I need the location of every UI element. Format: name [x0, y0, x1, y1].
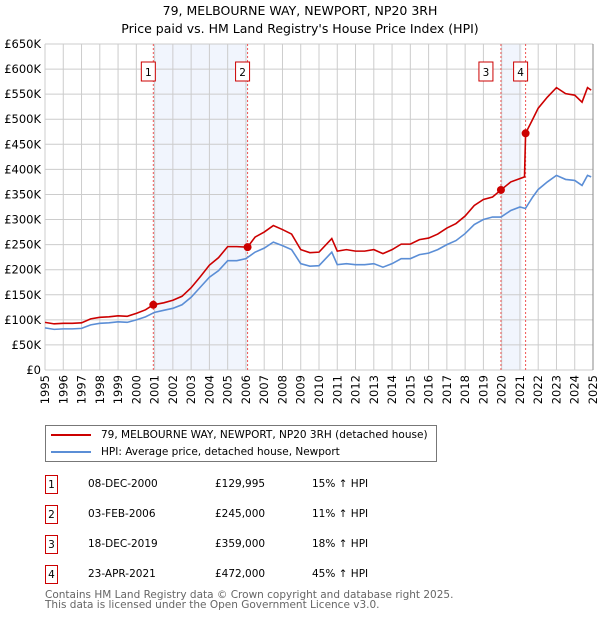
y-tick-label: £250K [4, 238, 41, 252]
series-line [44, 174, 592, 331]
sale-marker-box [140, 61, 156, 82]
y-tick-label: £200K [4, 263, 41, 277]
x-tick-label: 2011 [330, 375, 344, 404]
x-tick-label: 2024 [568, 375, 582, 404]
y-tick-label: £350K [4, 187, 41, 201]
x-tick-label: 2013 [367, 375, 381, 404]
sale-marker-label: 4 [517, 67, 524, 79]
sale-date: 08-DEC-2000 [88, 478, 158, 490]
sale-row: 1 08-DEC-2000 £129,995 15% ↑ HPI [45, 475, 445, 495]
x-tick-label: 1998 [93, 375, 107, 404]
sale-price: £129,995 [215, 478, 266, 490]
x-tick-label: 2000 [129, 375, 143, 404]
sale-hpi-diff: 45% ↑ HPI [312, 568, 369, 580]
sale-marker-box [235, 61, 251, 82]
sale-marker-box [513, 61, 529, 82]
x-tick-label: 2012 [349, 375, 363, 404]
x-tick-label: 2025 [586, 375, 600, 404]
legend-label: 79, MELBOURNE WAY, NEWPORT, NP20 3RH (de… [101, 429, 428, 441]
sale-row: 2 03-FEB-2006 £245,000 11% ↑ HPI [45, 505, 445, 525]
sale-point [149, 300, 158, 309]
legend-item-hpi: HPI: Average price, detached house, Newp… [51, 443, 340, 461]
x-tick-label: 2007 [257, 375, 271, 404]
x-tick-label: 2016 [422, 375, 436, 404]
x-tick-label: 2004 [202, 375, 216, 404]
sale-marker-label: 3 [483, 67, 490, 79]
y-tick-label: £50K [12, 338, 42, 352]
x-tick-label: 2010 [312, 375, 326, 404]
y-tick-label: £100K [4, 313, 41, 327]
sale-number-box: 1 [45, 475, 58, 494]
sale-date: 23-APR-2021 [88, 568, 156, 580]
sale-number-box: 2 [45, 505, 58, 524]
x-tick-label: 1995 [38, 375, 52, 404]
y-tick-label: £450K [4, 137, 41, 151]
sale-date: 18-DEC-2019 [88, 538, 158, 550]
chart-title: 79, MELBOURNE WAY, NEWPORT, NP20 3RH [162, 3, 438, 18]
x-tick-label: 2021 [513, 375, 527, 404]
sale-price: £359,000 [215, 538, 266, 550]
legend-swatch-blue [51, 451, 91, 453]
chart-subtitle: Price paid vs. HM Land Registry's House … [121, 21, 479, 36]
y-tick-label: £0 [26, 363, 41, 377]
shaded-period [500, 44, 522, 370]
sale-number-box: 4 [45, 565, 58, 584]
x-tick-label: 2017 [440, 375, 454, 404]
x-tick-label: 2006 [239, 375, 253, 404]
x-tick-label: 2009 [294, 375, 308, 404]
x-tick-label: 2005 [221, 375, 235, 404]
x-tick-label: 2002 [166, 375, 180, 404]
x-tick-label: 2015 [403, 375, 417, 404]
sale-hpi-diff: 18% ↑ HPI [312, 538, 369, 550]
x-tick-label: 2023 [549, 375, 563, 404]
x-tick-label: 1997 [75, 375, 89, 404]
sale-marker-box [478, 61, 494, 82]
shaded-period [153, 44, 248, 370]
sale-hpi-diff: 15% ↑ HPI [312, 478, 369, 490]
x-tick-label: 2001 [148, 375, 162, 404]
y-tick-label: £400K [4, 162, 41, 176]
sale-row: 3 18-DEC-2019 £359,000 18% ↑ HPI [45, 535, 445, 555]
legend-label: HPI: Average price, detached house, Newp… [101, 446, 340, 458]
legend-swatch-red [51, 434, 91, 436]
legend-item-property: 79, MELBOURNE WAY, NEWPORT, NP20 3RH (de… [51, 426, 428, 444]
y-tick-label: £650K [4, 37, 41, 51]
sale-marker-label: 2 [239, 67, 246, 79]
y-tick-label: £500K [4, 112, 41, 126]
x-tick-label: 1996 [56, 375, 70, 404]
footer-licence: This data is licensed under the Open Gov… [45, 599, 380, 611]
sale-date: 03-FEB-2006 [88, 508, 156, 520]
x-tick-label: 2008 [275, 375, 289, 404]
sale-marker-label: 1 [145, 67, 152, 79]
x-tick-label: 2003 [184, 375, 198, 404]
y-tick-label: £150K [4, 288, 41, 302]
sale-price: £245,000 [215, 508, 266, 520]
sale-point [243, 243, 252, 252]
y-tick-label: £550K [4, 87, 41, 101]
series-line [44, 86, 592, 325]
sale-point [496, 185, 505, 194]
sale-point [521, 129, 530, 138]
sale-row: 4 23-APR-2021 £472,000 45% ↑ HPI [45, 565, 445, 585]
footer-copyright: Contains HM Land Registry data © Crown c… [45, 589, 454, 601]
x-tick-label: 2019 [476, 375, 490, 404]
legend: 79, MELBOURNE WAY, NEWPORT, NP20 3RH (de… [45, 425, 437, 462]
x-tick-label: 2020 [495, 375, 509, 404]
price-chart: £0 £50K £100K £150K £200K £250K £300K £350K £400… [4, 37, 600, 404]
y-tick-label: £600K [4, 62, 41, 76]
sale-hpi-diff: 11% ↑ HPI [312, 508, 369, 520]
sale-price: £472,000 [215, 568, 266, 580]
x-tick-label: 2018 [458, 375, 472, 404]
y-tick-label: £300K [4, 213, 41, 227]
sale-number-box: 3 [45, 535, 58, 554]
x-tick-label: 2022 [531, 375, 545, 404]
x-tick-label: 2014 [385, 375, 399, 404]
x-tick-label: 1999 [111, 375, 125, 404]
